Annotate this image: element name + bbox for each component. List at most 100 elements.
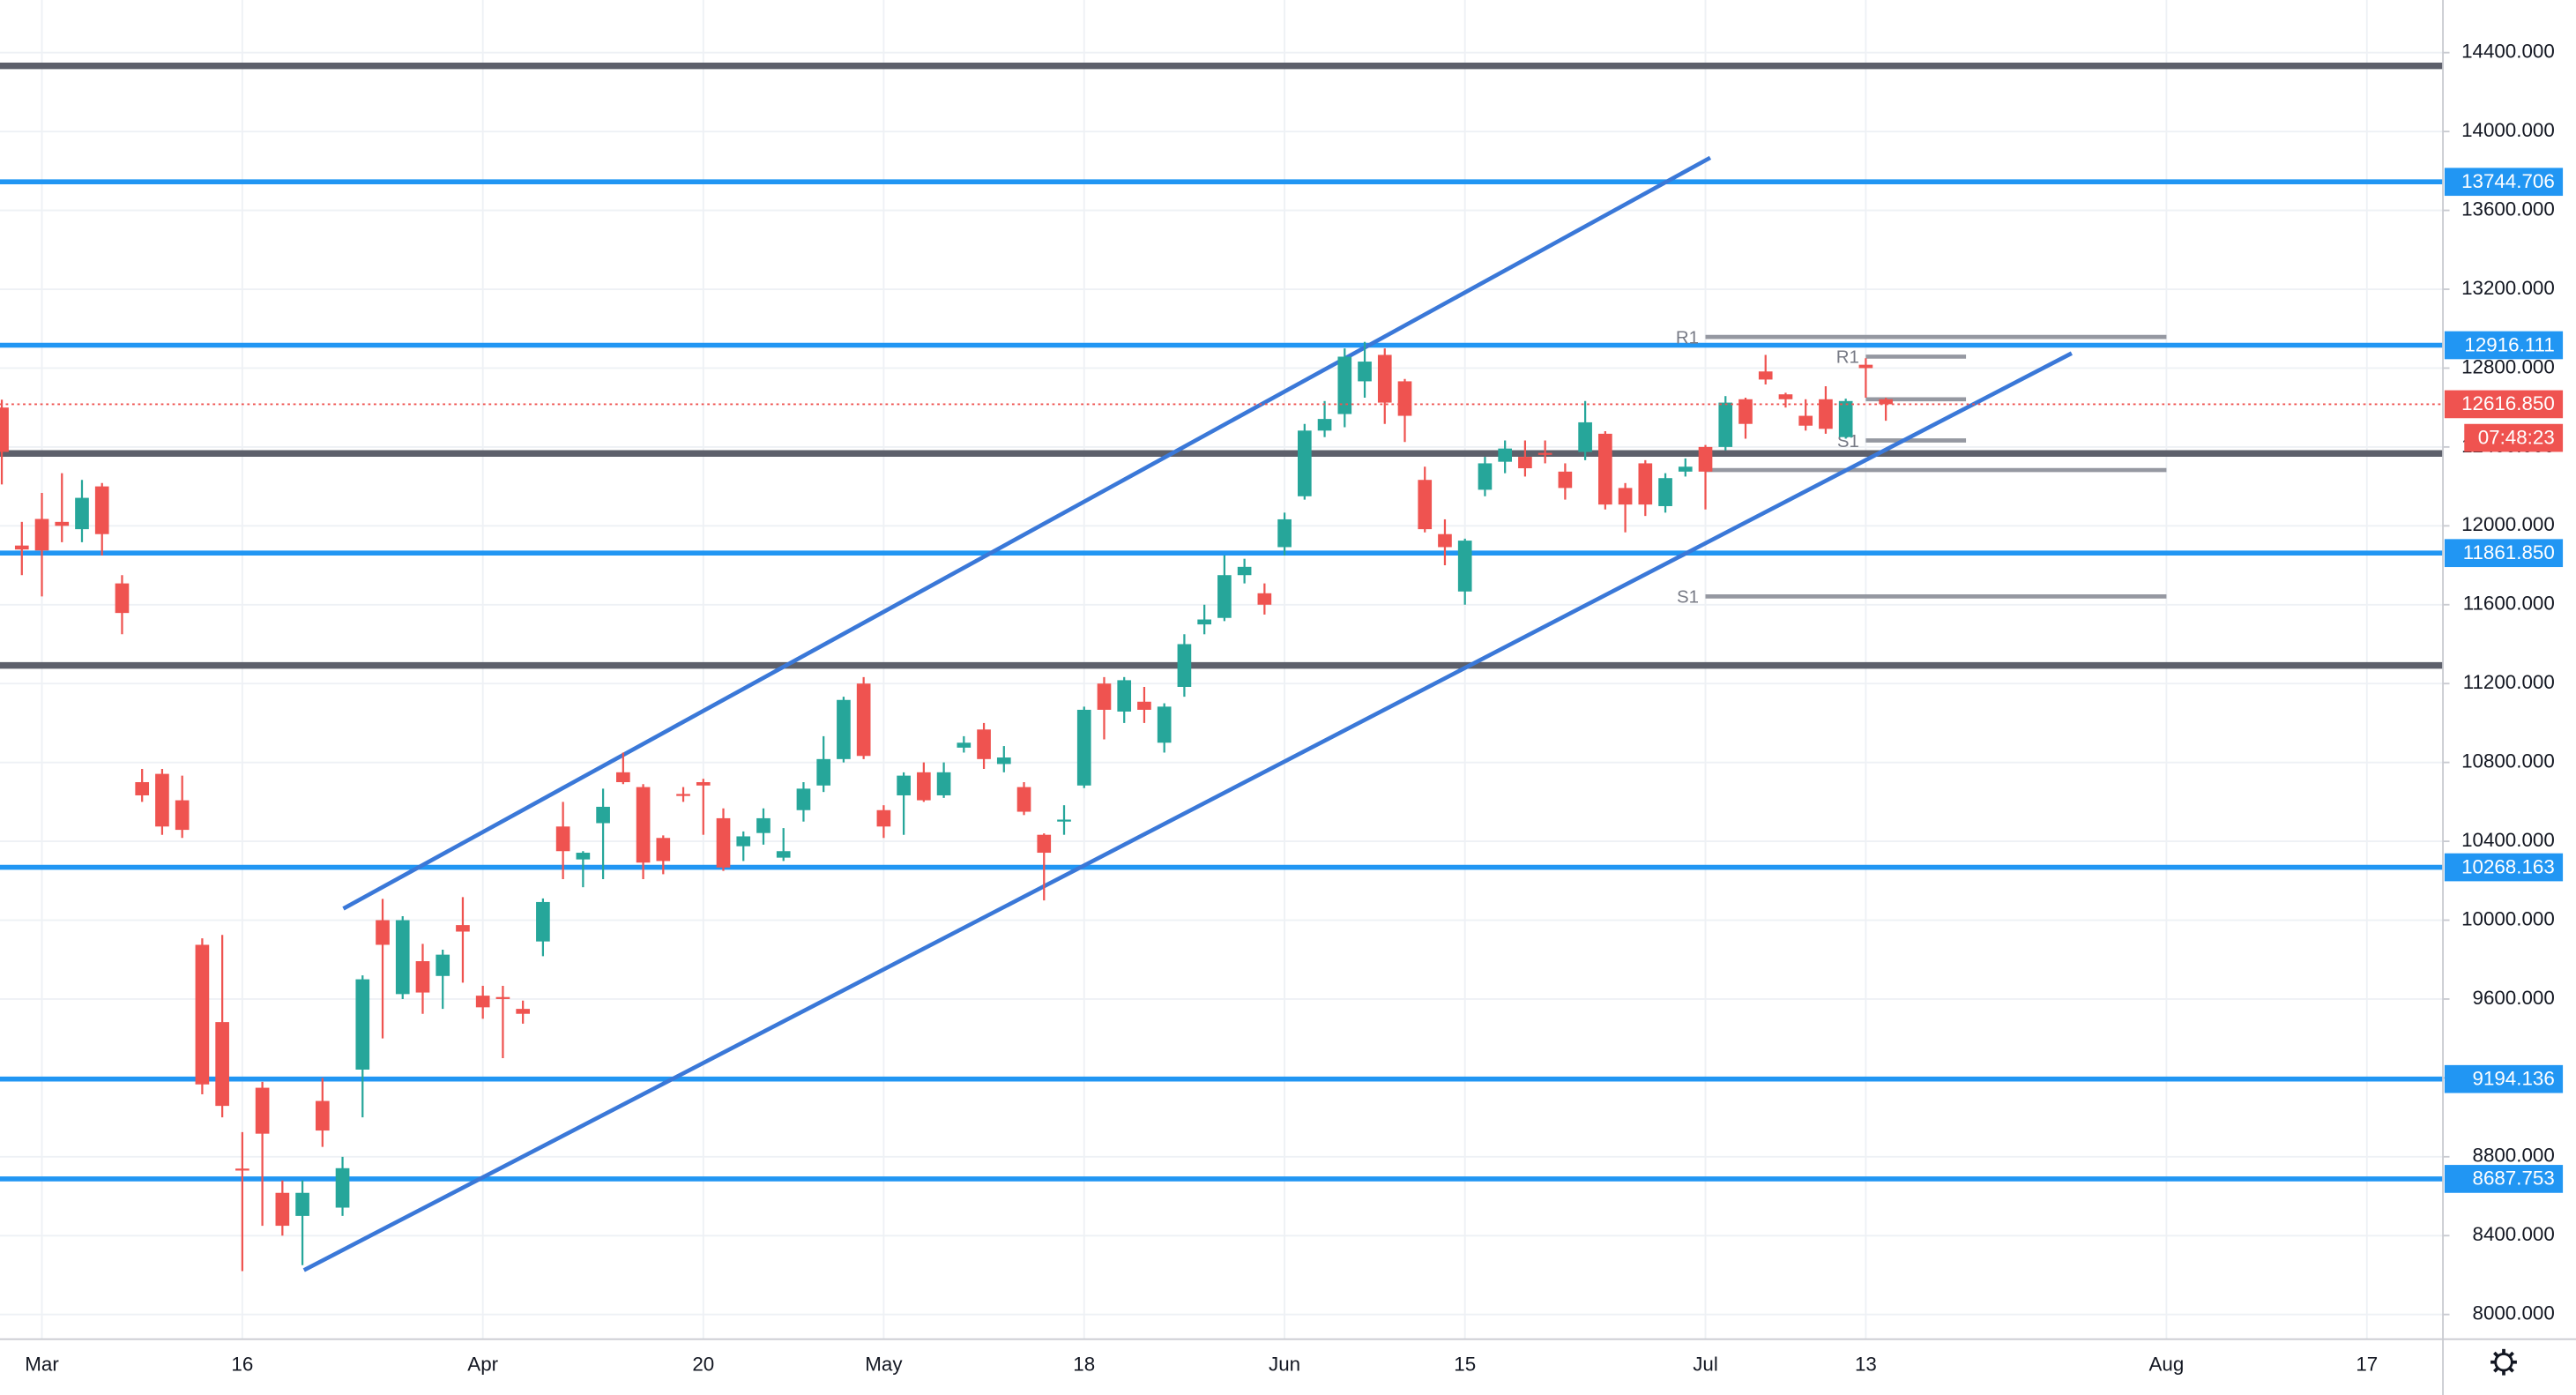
y-tick-label: 13600.000 (2461, 198, 2555, 220)
candle-body (94, 486, 109, 534)
candle-body (1297, 430, 1312, 496)
candle-body (1618, 488, 1633, 505)
candle-body (1778, 394, 1793, 399)
x-tick-label: Apr (467, 1353, 498, 1375)
candle-body (816, 758, 831, 786)
candle-body (756, 817, 771, 833)
candle-body (1578, 421, 1592, 452)
candle-body (596, 806, 610, 824)
candle-body (475, 996, 490, 1008)
candle-body (1598, 433, 1612, 505)
candle-body (897, 775, 911, 795)
candle-body (1678, 466, 1693, 472)
candle-body (1016, 787, 1031, 812)
candle-body (837, 699, 851, 759)
candle-body (957, 742, 972, 748)
candle-body (436, 954, 450, 976)
candle-body (656, 838, 671, 862)
candle-body (555, 826, 570, 852)
candle-body (1819, 399, 1833, 429)
y-tick-label: 13200.000 (2461, 277, 2555, 299)
candle-body (1157, 706, 1172, 743)
levels (0, 62, 2444, 1182)
grid (0, 0, 2444, 1339)
candle-body (977, 729, 991, 759)
candle-body (796, 788, 811, 810)
candle-body (1478, 463, 1493, 490)
candle-body (335, 1167, 350, 1208)
x-tick-label: 17 (2356, 1353, 2378, 1375)
candle-body (355, 979, 370, 1070)
candle-body (195, 944, 210, 1085)
candle-body (1518, 457, 1532, 469)
level-label-box (2444, 1165, 2564, 1193)
y-tick-label: 10400.000 (2461, 829, 2555, 851)
countdown: 07:48:23 (2478, 426, 2555, 448)
candle-body (1137, 701, 1151, 710)
candle-body (616, 772, 630, 782)
pivot-label: R1 (1836, 347, 1859, 368)
candle-body (1537, 452, 1552, 455)
level-label-box (2444, 1064, 2564, 1093)
candle-body (1037, 834, 1052, 854)
level-label: 10268.163 (2461, 855, 2555, 877)
candle-body (495, 996, 510, 999)
level-label: 13744.706 (2461, 170, 2555, 192)
candle-body (1277, 518, 1292, 548)
channel-lower (302, 351, 2073, 1272)
axes: 8000.0008400.0008800.0009200.0009600.000… (25, 41, 2564, 1375)
level-label-box (2444, 168, 2564, 197)
pivot-label: R1 (1676, 327, 1699, 347)
candle-body (736, 836, 751, 847)
level-label-box (2444, 539, 2564, 568)
x-tick-label: 13 (1855, 1353, 1877, 1375)
candle-body (1217, 575, 1232, 618)
candle-body (376, 920, 390, 945)
countdown-box (2464, 423, 2564, 452)
level-label-box (2444, 853, 2564, 882)
y-tick-label: 9600.000 (2473, 987, 2555, 1009)
y-tick-label: 8800.000 (2473, 1145, 2555, 1167)
x-tick-label: 15 (1454, 1353, 1476, 1375)
level-label: 8687.753 (2473, 1167, 2555, 1190)
candle-body (1317, 419, 1332, 431)
candle-body (255, 1087, 270, 1134)
candle-body (456, 925, 470, 932)
candle-body (1798, 415, 1813, 426)
candle-body (235, 1168, 249, 1171)
candle-body (315, 1100, 330, 1131)
x-tick-label: Mar (25, 1353, 59, 1375)
x-tick-label: 18 (1073, 1353, 1095, 1375)
candle-body (1858, 364, 1873, 369)
candle-body (1438, 533, 1452, 548)
candle-body (175, 800, 190, 831)
candle-body (1177, 644, 1192, 687)
y-tick-label: 14400.000 (2461, 41, 2555, 63)
candle-body (1698, 446, 1713, 472)
candle-body (1658, 478, 1672, 506)
candle-body (876, 809, 891, 827)
level-label: 12916.111 (2464, 333, 2554, 355)
channel-upper (342, 155, 1712, 911)
candle-body (1397, 381, 1412, 416)
candle-body (1558, 471, 1573, 489)
candle-body (155, 773, 169, 827)
candle-body (1358, 362, 1372, 382)
price-axis (2443, 0, 2576, 1395)
candle-body (917, 772, 931, 801)
level-label: 11861.850 (2463, 541, 2555, 563)
candle-body (856, 683, 871, 757)
settings-icon[interactable] (2490, 1348, 2517, 1376)
candle-body (1076, 709, 1091, 786)
candle-body (215, 1022, 229, 1107)
candle-body (14, 545, 29, 550)
x-tick-label: 16 (231, 1353, 253, 1375)
last-price-label: 12616.850 (2461, 392, 2555, 414)
y-tick-label: 11600.000 (2463, 593, 2555, 615)
candle-body (1758, 371, 1773, 380)
candle-body (1638, 463, 1653, 505)
candle-body (696, 781, 711, 786)
